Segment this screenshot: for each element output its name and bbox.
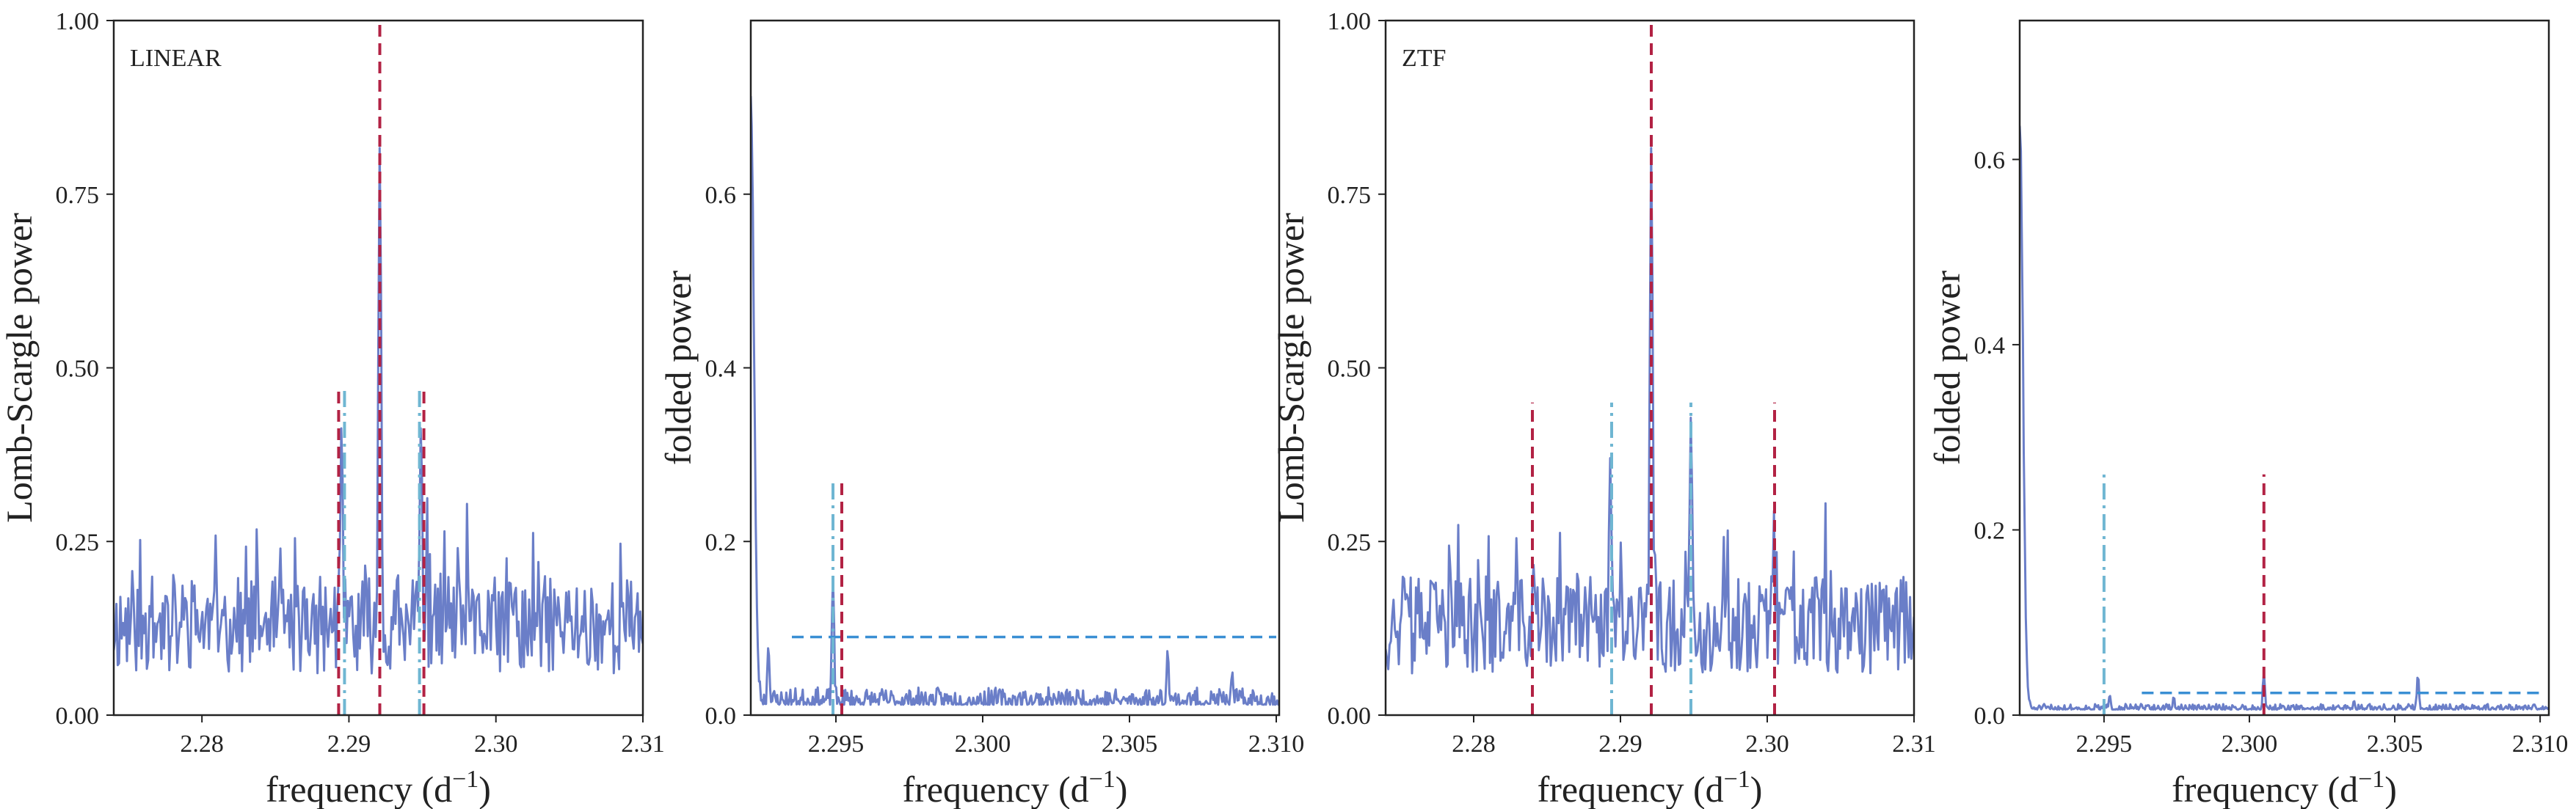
x-tick-label: 2.28 xyxy=(1452,731,1496,758)
x-tick-label: 2.310 xyxy=(1248,731,1305,758)
axes-frame xyxy=(2018,19,2550,717)
x-axis-label: frequency (d−1) xyxy=(903,766,1128,809)
y-tick-label: 0.6 xyxy=(705,182,737,209)
plot-area xyxy=(2020,125,2549,715)
y-tick-label: 0.00 xyxy=(1328,703,1372,730)
y-tick-label: 1.00 xyxy=(1328,8,1372,35)
y-axis-label: folded power xyxy=(1926,271,1968,466)
y-tick-label: 0.50 xyxy=(1328,356,1372,383)
x-tick-label: 2.305 xyxy=(1102,731,1158,758)
survey-label: LINEAR xyxy=(130,45,222,72)
plot-area xyxy=(1386,21,1914,715)
y-tick-label: 0.0 xyxy=(705,703,737,730)
x-axis-label: frequency (d−1) xyxy=(1538,766,1763,809)
x-tick-label: 2.31 xyxy=(1892,731,1936,758)
y-tick-label: 0.00 xyxy=(56,703,100,730)
x-axis-label: frequency (d−1) xyxy=(266,766,491,809)
x-tick-label: 2.28 xyxy=(180,731,224,758)
panel-linear-folded: 2.295 2.300 2.305 2.310 0.0 0.2 0.4 0.6 frequenc… xyxy=(658,19,1305,809)
y-tick-label: 0.6 xyxy=(1974,147,2006,174)
power-series-line xyxy=(751,96,1279,706)
panel-ztf-folded: 2.295 2.300 2.305 2.310 0.0 0.2 0.4 0.6 frequenc… xyxy=(1926,19,2569,809)
y-tick-label: 0.2 xyxy=(705,529,737,556)
plot-area xyxy=(114,21,643,715)
x-tick-label: 2.295 xyxy=(808,731,865,758)
y-tick-label: 0.2 xyxy=(1974,517,2006,544)
y-tick-label: 0.25 xyxy=(1328,529,1372,556)
x-axis-label: frequency (d−1) xyxy=(2172,766,2397,809)
y-axis-label: Lomb-Scargle power xyxy=(1270,213,1311,523)
y-tick-label: 0.4 xyxy=(705,356,737,383)
plot-area xyxy=(751,96,1279,715)
y-tick-label: 1.00 xyxy=(56,8,100,35)
y-tick-label: 0.25 xyxy=(56,529,100,556)
x-tick-label: 2.310 xyxy=(2512,731,2569,758)
x-tick-label: 2.295 xyxy=(2076,731,2133,758)
y-tick-label: 0.50 xyxy=(56,356,100,383)
y-tick-label: 0.0 xyxy=(1974,703,2006,730)
x-tick-label: 2.31 xyxy=(621,731,665,758)
x-tick-label: 2.29 xyxy=(1598,731,1642,758)
y-axis-label: Lomb-Scargle power xyxy=(0,213,40,523)
y-tick-label: 0.75 xyxy=(1328,182,1372,209)
survey-label: ZTF xyxy=(1402,45,1446,72)
y-tick-label: 0.4 xyxy=(1974,332,2006,359)
panel-ztf-periodogram: 2.28 2.29 2.30 2.31 0.00 0.25 0.50 0.75 1.00 freq… xyxy=(1270,8,1936,809)
y-axis-label: folded power xyxy=(658,271,699,466)
panel-linear-periodogram: 2.28 2.29 2.30 2.31 0.00 0.25 0.50 0.75 1.00 freq… xyxy=(0,8,665,809)
x-tick-label: 2.30 xyxy=(1745,731,1789,758)
axes-frame xyxy=(749,19,1281,717)
x-tick-label: 2.305 xyxy=(2367,731,2423,758)
power-series-line xyxy=(2020,125,2549,711)
x-tick-label: 2.300 xyxy=(955,731,1011,758)
power-series-line xyxy=(114,147,643,675)
x-tick-label: 2.300 xyxy=(2222,731,2278,758)
x-tick-label: 2.30 xyxy=(474,731,518,758)
y-tick-label: 0.75 xyxy=(56,182,100,209)
x-tick-label: 2.29 xyxy=(327,731,371,758)
